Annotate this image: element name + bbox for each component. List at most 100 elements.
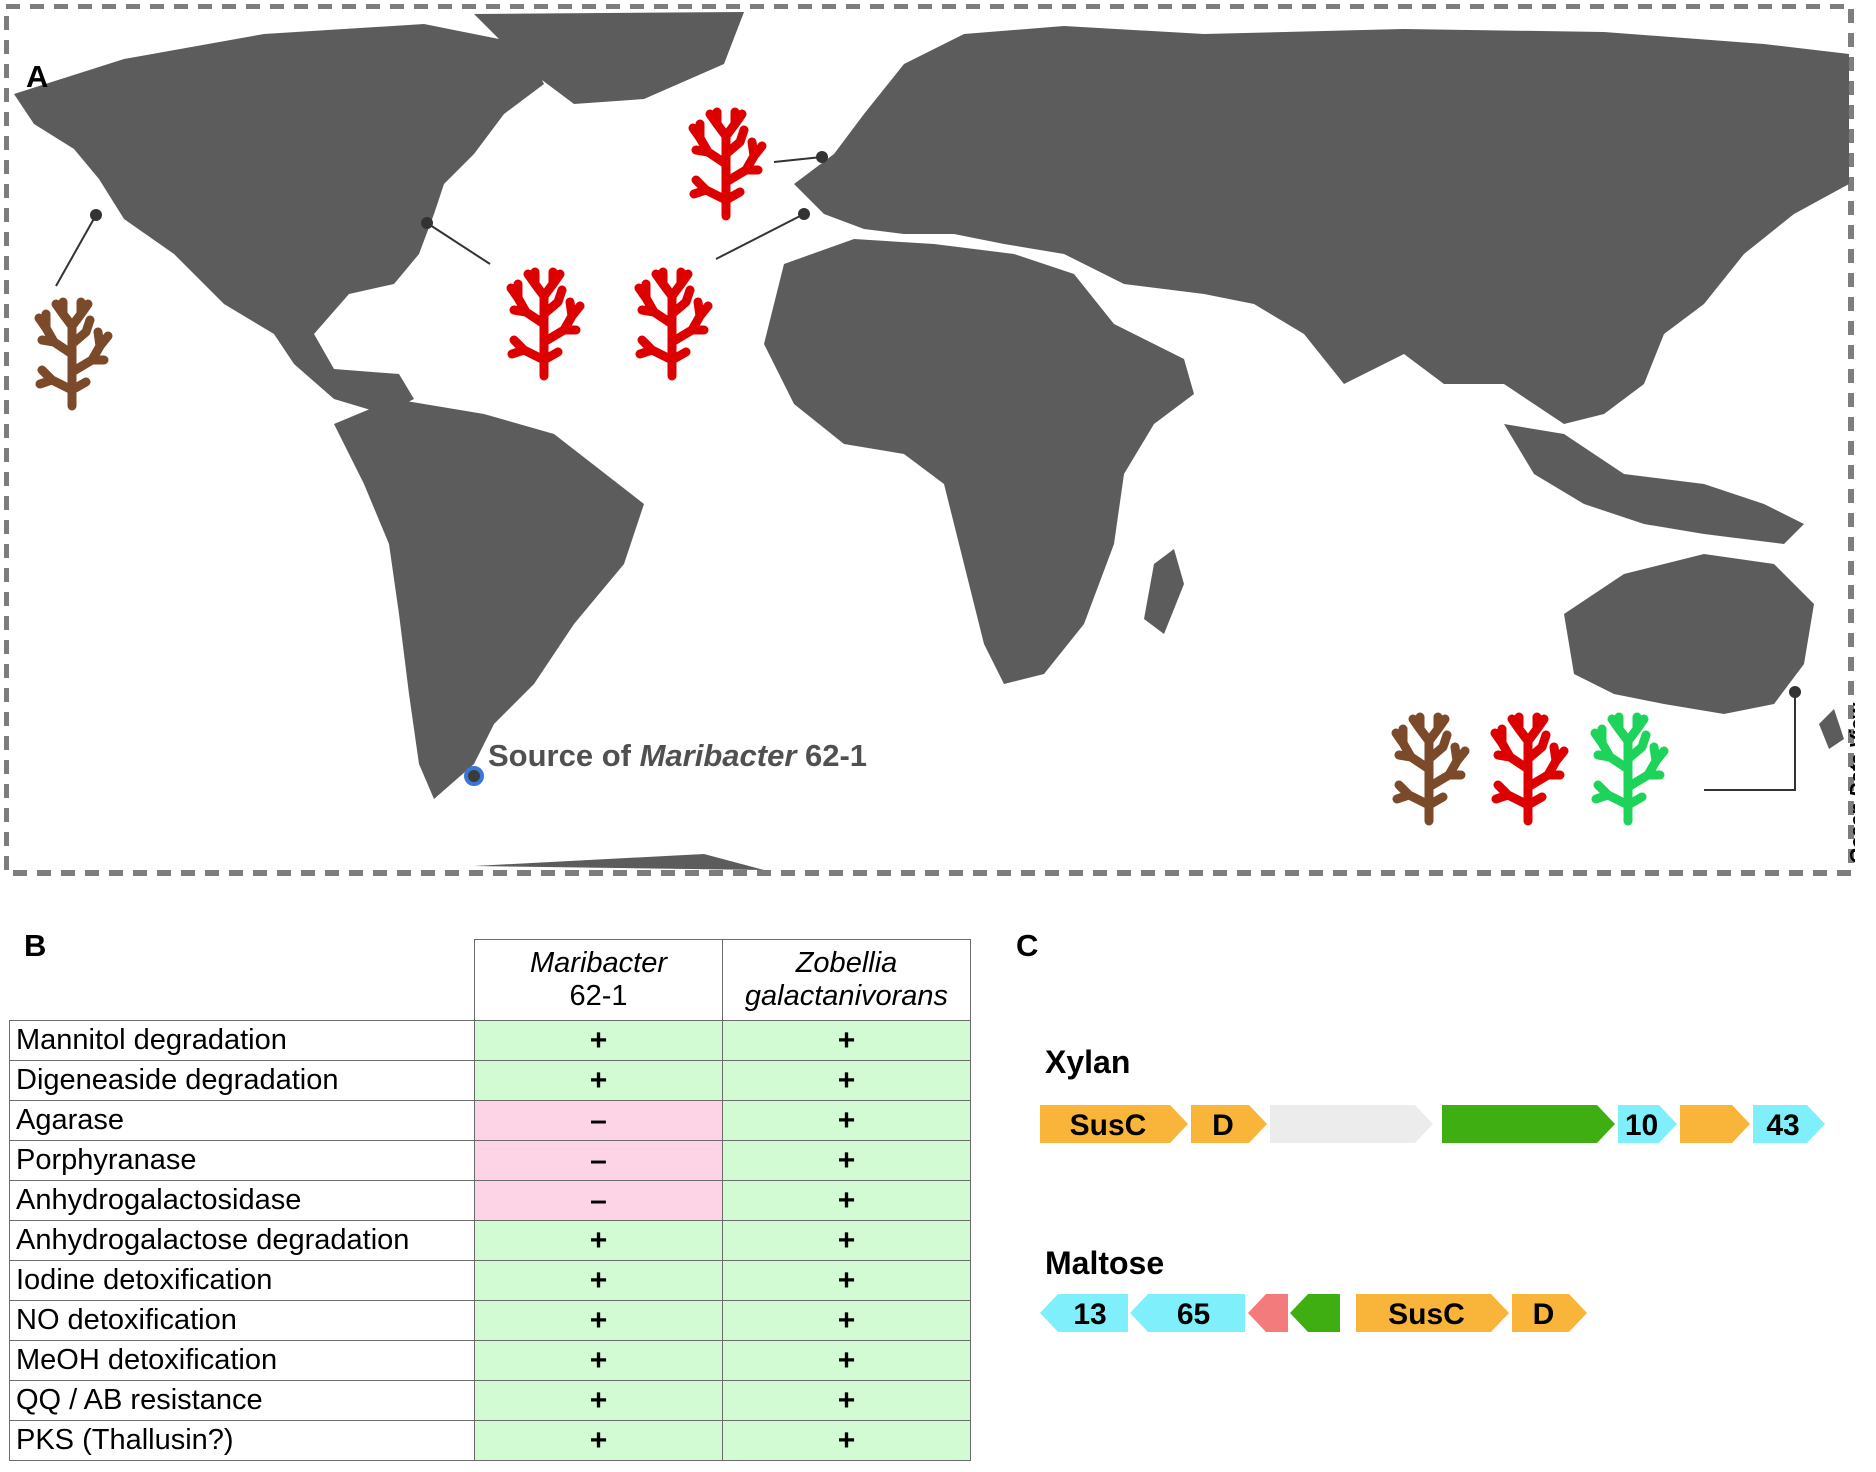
gene-label: 10 [1625,1109,1658,1142]
trait-label: PKS (Thallusin?) [9,1420,475,1461]
trait-present-cell: + [722,1420,971,1461]
gene-arrow [1680,1105,1750,1143]
europe-asia [794,26,1849,424]
table-row: MeOH detoxification + + [9,1340,971,1381]
trait-present-cell: + [722,1260,971,1301]
table-row: Porphyranase – + [9,1140,971,1181]
madagascar [1144,549,1184,634]
red-seaweed-icon [639,272,708,376]
green-seaweed-icon [1595,717,1664,821]
gene-arrow [1618,1105,1677,1143]
north-america [14,24,544,414]
gene-arrow [1356,1294,1509,1332]
trait-label: NO detoxification [9,1300,475,1341]
trait-label: Anhydrogalactosidase [9,1180,475,1221]
trait-absent-cell: – [474,1180,723,1221]
trait-table: Maribacter 62-1 Zobellia galactanivorans… [9,939,971,1461]
gene-arrow [1130,1294,1245,1332]
pul-gene-diagram: Xylan SusC D 10 43 Maltose 13 65 SusC D [1040,1044,1825,1332]
trait-label: Mannitol degradation [9,1020,475,1061]
trait-absent-cell: – [474,1140,723,1181]
table-row: Iodine detoxification + + [9,1260,971,1301]
gene-label: SusC [1388,1298,1465,1331]
land-masses [14,12,1849,870]
trait-label: Anhydrogalactose degradation [9,1220,475,1261]
table-row: QQ / AB resistance + + [9,1380,971,1421]
gene-label: D [1533,1298,1555,1331]
brown-seaweed-icon [1396,717,1465,821]
greenland [474,12,744,104]
table-row: Mannitol degradation + + [9,1020,971,1061]
gene-arrow [1040,1105,1188,1143]
trait-present-cell: + [474,1300,723,1341]
gene-label: 13 [1073,1298,1106,1331]
column-header-line: galactanivorans [744,980,949,1012]
brown-seaweed-icon [39,302,108,406]
column-header-maribacter: Maribacter 62-1 [474,939,723,1021]
trait-present-cell: + [474,1060,723,1101]
header-empty-cell [9,939,475,1021]
red-seaweed-icon [693,112,762,216]
trait-present-cell: + [722,1300,971,1341]
trait-present-cell: + [722,1340,971,1381]
trait-present-cell: + [474,1340,723,1381]
africa [764,239,1194,684]
leader-lines [55,151,1801,791]
column-header-zobellia: Zobellia galactanivorans [722,939,971,1021]
trait-present-cell: + [722,1380,971,1421]
trait-present-cell: + [722,1140,971,1181]
gene-arrow [1270,1105,1433,1143]
trait-present-cell: + [722,1180,971,1221]
trait-present-cell: + [722,1220,971,1261]
trait-present-cell: + [722,1020,971,1061]
table-row: PKS (Thallusin?) + + [9,1420,971,1461]
trait-present-cell: + [474,1420,723,1461]
gene-arrow [1753,1105,1825,1143]
panel-a-letter: A [26,59,48,94]
southeast-asia [1504,424,1804,544]
red-seaweed-icon [1495,717,1564,821]
table-header-row: Maribacter 62-1 Zobellia galactanivorans [9,939,971,1021]
gene-label: 65 [1177,1298,1210,1331]
trait-table-body: Mannitol degradation + + Digeneaside degrad… [9,1020,971,1461]
gene-arrow [1248,1294,1288,1332]
column-header-line: Zobellia [795,947,898,979]
gene-arrow [1191,1105,1267,1143]
gene-arrow [1512,1294,1587,1332]
trait-label: Agarase [9,1100,475,1141]
panel-c-letter: C [1016,928,1039,963]
locus-title: Xylan [1045,1044,1130,1080]
antarctica-edge [474,854,764,870]
table-row: Anhydrogalactose degradation + + [9,1220,971,1261]
trait-present-cell: + [474,1220,723,1261]
column-header-line: 62-1 [569,980,628,1012]
source-marker-icon [464,766,484,786]
trait-label: Iodine detoxification [9,1260,475,1301]
table-row: Anhydrogalactosidase – + [9,1180,971,1221]
ocean-data-view-credit: Ocean Data View [1847,702,1855,864]
trait-label: Porphyranase [9,1140,475,1181]
trait-label: QQ / AB resistance [9,1380,475,1421]
locus-title: Maltose [1045,1245,1164,1281]
gene-arrow [1290,1294,1340,1332]
trait-present-cell: + [474,1380,723,1421]
new-zealand [1819,709,1844,749]
trait-label: Digeneaside degradation [9,1060,475,1101]
table-row: Digeneaside degradation + + [9,1060,971,1101]
trait-present-cell: + [474,1260,723,1301]
gene-label: D [1212,1109,1234,1142]
australia [1564,554,1814,714]
gene-label: 43 [1766,1109,1799,1142]
trait-present-cell: + [474,1020,723,1061]
table-row: NO detoxification + + [9,1300,971,1341]
south-america [334,399,644,799]
column-header-line: Maribacter [530,947,667,979]
world-map-panel: A Source of Maribacter 62-1 Ocean Data V… [4,4,1855,876]
gene-label: SusC [1070,1109,1147,1142]
map-frame [4,4,1854,876]
table-row: Agarase – + [9,1100,971,1141]
trait-present-cell: + [722,1060,971,1101]
source-label: Source of Maribacter 62-1 [488,738,867,773]
red-seaweed-icon [511,272,580,376]
gene-arrow [1040,1294,1128,1332]
